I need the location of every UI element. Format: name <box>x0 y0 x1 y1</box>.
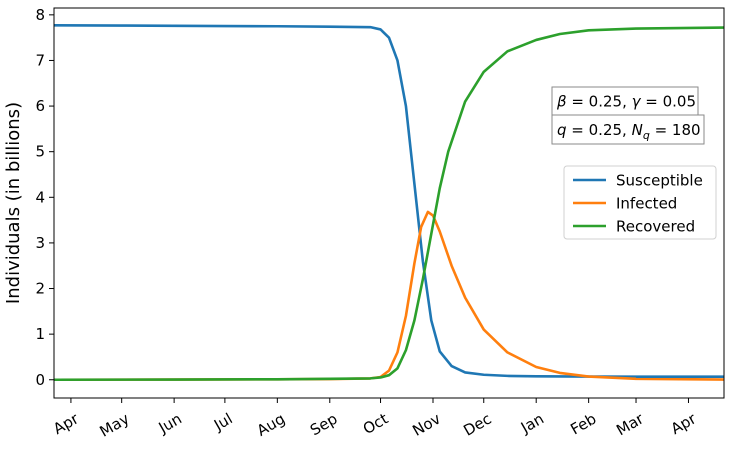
series-lines <box>54 24 724 382</box>
y-tick-label: 4 <box>35 188 45 206</box>
x-tick-label: Mar <box>613 409 647 439</box>
y-tick-label: 6 <box>35 97 45 115</box>
y-tick-label: 2 <box>35 280 45 298</box>
y-tick-label: 8 <box>35 6 45 24</box>
x-tick-label: Oct <box>360 410 392 439</box>
y-axis-label: Individuals (in billions) <box>3 102 24 304</box>
x-tick-label: Jul <box>210 410 236 435</box>
annotation-text: β = 0.25, γ = 0.05 <box>556 93 696 111</box>
y-tick-label: 3 <box>35 234 45 252</box>
y-tick-label: 1 <box>35 325 45 343</box>
legend-label-susceptible: Susceptible <box>616 172 703 190</box>
series-line-susceptible <box>54 24 724 378</box>
x-tick-label: Jun <box>155 410 185 438</box>
axes-frame <box>53 7 725 399</box>
x-tick-label: Apr <box>668 409 700 438</box>
x-tick-label: May <box>97 410 133 441</box>
x-tick-label: Nov <box>409 410 443 440</box>
legend-label-infected: Infected <box>616 195 677 213</box>
legend: Susceptible Infected Recovered <box>563 165 717 240</box>
annotation-text: q = 0.25, Nq = 180 <box>557 121 701 142</box>
y-tick-label: 7 <box>35 51 45 69</box>
series-line-recovered <box>54 26 724 382</box>
legend-box <box>563 165 717 240</box>
x-tick-label: Aug <box>254 410 288 440</box>
x-tick-label: Dec <box>460 410 494 440</box>
legend-label-recovered: Recovered <box>616 218 695 236</box>
annotation-box <box>551 114 705 145</box>
y-tick-label: 0 <box>35 371 45 389</box>
x-tick-label: Apr <box>50 409 82 438</box>
x-tick-label: Sep <box>307 410 340 440</box>
x-tick-label: Feb <box>567 410 599 439</box>
x-tick-label: Jan <box>517 410 547 438</box>
plot-area: 0 1 2 3 4 5 6 7 8 Apr May Jun Jul Aug Sep Oct Nov Dec Jan F… <box>3 6 725 441</box>
parameter-annotation: β = 0.25, γ = 0.05 <box>551 86 699 116</box>
y-tick-label: 5 <box>35 143 45 161</box>
parameter-annotation: q = 0.25, Nq = 180 <box>551 114 705 145</box>
